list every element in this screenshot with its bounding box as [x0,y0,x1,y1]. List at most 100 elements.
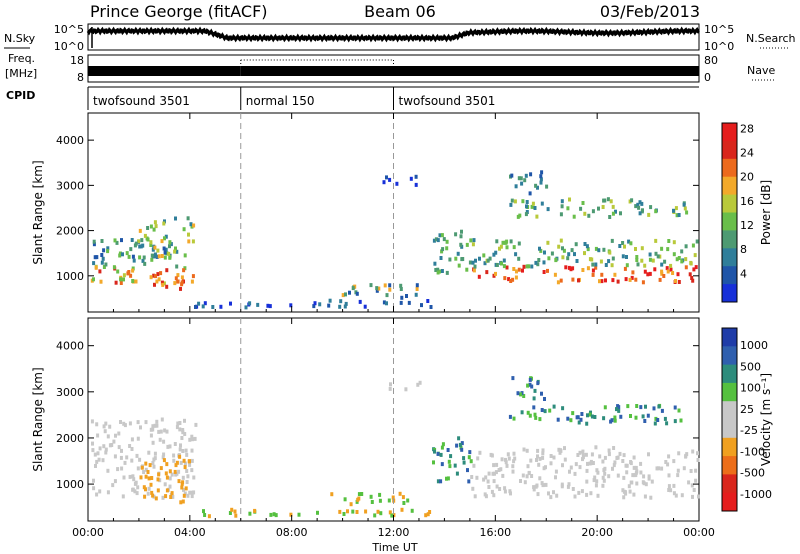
data-cell [667,454,671,459]
data-cell [519,392,523,397]
data-cell [507,277,511,282]
data-cell [395,181,399,186]
data-cell [519,176,523,181]
data-cell [499,467,503,472]
data-cell [165,462,169,467]
data-cell [178,447,182,452]
colorbar-swatch [722,474,737,494]
data-cell [486,479,490,484]
data-cell [590,414,594,419]
data-cell [378,498,382,503]
data-cell [143,261,147,266]
data-cell [156,272,160,277]
data-cell [528,377,532,382]
data-cell [625,463,629,468]
data-cell [143,494,147,499]
data-cell [580,489,584,494]
data-cell [164,234,168,239]
data-cell [510,173,514,178]
data-cell [119,455,123,460]
data-cell [158,437,162,442]
data-cell [369,283,373,288]
data-cell [697,494,700,499]
data-cell [289,512,293,517]
date-title: 03/Feb/2013 [600,2,700,21]
data-cell [100,239,104,243]
data-cell [363,304,367,309]
data-cell [466,468,469,473]
data-cell [538,417,542,422]
data-cell [534,260,538,265]
data-cell [101,458,105,463]
data-cell [489,452,493,457]
data-cell [159,466,163,471]
data-cell [525,264,529,269]
data-cell [111,483,115,488]
data-cell [677,280,681,284]
data-cell [229,301,232,306]
freq-label-1: Freq. [8,52,35,65]
data-cell [190,468,194,473]
data-cell [297,512,301,517]
data-cell [174,276,178,281]
data-cell [578,465,582,470]
data-cell [593,475,597,480]
data-cell [117,445,121,450]
data-cell [612,463,616,468]
data-cell [676,473,680,478]
data-cell [119,281,123,285]
data-cell [98,446,102,451]
data-cell [230,507,234,512]
data-cell [375,288,379,293]
data-cell [554,257,558,262]
data-cell [692,267,696,272]
data-cell [674,493,678,498]
data-cell [682,202,686,207]
data-cell [586,413,589,418]
data-cell [672,459,676,464]
colorbar-swatch [722,364,737,384]
data-cell [104,450,108,455]
data-cell [342,512,346,516]
data-cell [567,482,571,487]
data-cell [146,237,150,242]
data-cell [471,242,475,247]
data-cell [92,486,96,491]
data-cell [695,239,699,244]
data-cell [521,268,524,273]
data-cell [607,474,611,479]
data-cell [449,454,453,459]
data-cell [660,271,664,276]
data-cell [96,433,100,438]
data-cell [492,463,496,468]
data-cell [526,383,530,388]
data-cell [484,494,488,499]
data-cell [658,277,662,282]
data-cell [676,272,680,277]
nsky-trace [86,26,700,48]
data-cell [115,240,119,245]
data-cell [398,491,402,496]
data-cell [472,238,476,243]
colorbar-tick-label: 1000 [740,339,768,352]
data-cell [634,465,638,470]
data-cell [128,474,132,479]
data-cell [426,299,430,303]
data-cell [660,262,664,267]
data-cell [600,279,604,284]
data-cell [162,221,166,226]
data-cell [149,275,153,280]
data-cell [459,242,463,247]
data-cell [647,452,650,457]
data-cell [117,431,121,436]
colorbar-tick-label: 25 [740,403,754,416]
data-cell [351,286,355,291]
data-cell [459,445,463,450]
data-cell [96,451,100,456]
data-cell [175,249,179,254]
data-cell [179,460,183,465]
data-cell [405,294,408,298]
data-cell [190,458,194,463]
data-cell [660,466,664,471]
